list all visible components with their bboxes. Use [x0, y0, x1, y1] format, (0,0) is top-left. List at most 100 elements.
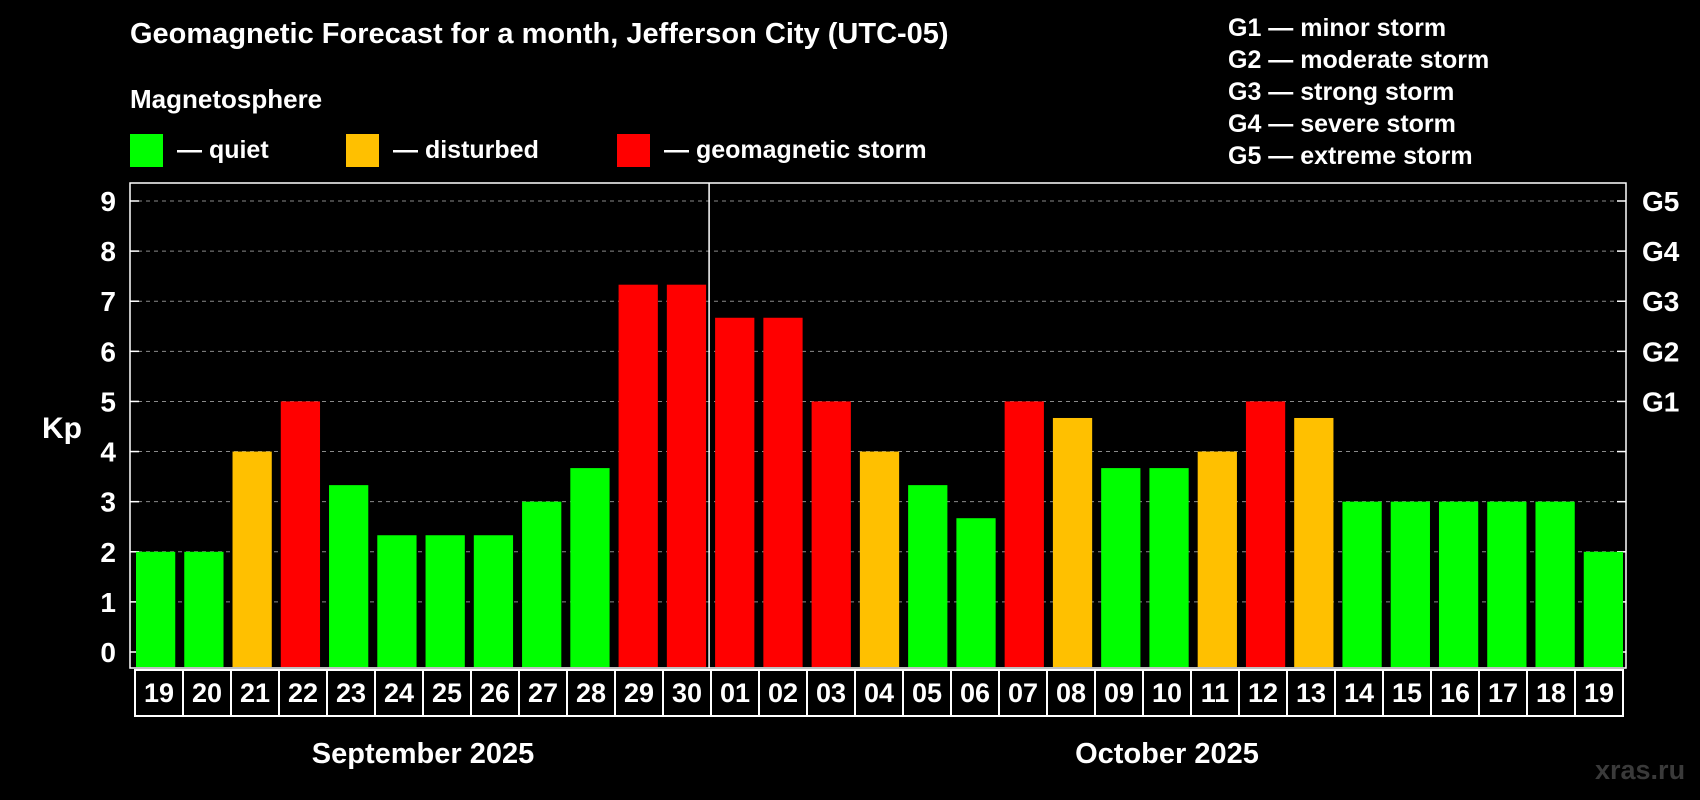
kp-bar: [1052, 417, 1093, 667]
kp-bar: [136, 551, 176, 667]
kp-bar: [666, 284, 707, 667]
day-label: 20: [192, 678, 222, 708]
storm-scale-g3: G3 — strong storm: [1228, 78, 1455, 106]
day-label: 18: [1536, 678, 1566, 708]
y-axis-title: Kp: [42, 412, 82, 445]
kp-bar: [618, 284, 658, 667]
storm-scale-g1: G1 — minor storm: [1228, 14, 1447, 42]
right-axis-label: G2: [1642, 336, 1679, 367]
day-label: 26: [480, 678, 510, 708]
right-axis-label: G1: [1642, 386, 1679, 417]
day-label: 25: [432, 678, 462, 708]
kp-bar: [377, 535, 417, 667]
y-tick-label: 8: [100, 236, 116, 267]
day-label: 06: [960, 678, 990, 708]
kp-bar: [522, 501, 562, 667]
day-label: 01: [720, 678, 750, 708]
kp-bar: [859, 451, 900, 667]
day-label: 19: [1584, 678, 1614, 708]
legend-storm: — geomagnetic storm: [617, 133, 927, 167]
right-axis-label: G3: [1642, 286, 1679, 317]
y-tick-label: 1: [100, 587, 116, 618]
kp-bar: [1390, 501, 1430, 667]
kp-bar: [1197, 451, 1237, 667]
kp-bar: [908, 485, 948, 667]
legend-storm-swatch: [617, 133, 650, 167]
kp-bar: [956, 518, 996, 667]
day-label: 23: [336, 678, 366, 708]
right-axis-label: G5: [1642, 186, 1679, 217]
kp-bar: [811, 401, 851, 667]
plot-frame: [129, 182, 1627, 669]
day-label: 16: [1440, 678, 1470, 708]
kp-bar: [1487, 501, 1527, 667]
y-tick-label: 6: [100, 336, 116, 367]
legend-quiet: — quiet: [130, 133, 269, 167]
day-label: 11: [1201, 678, 1230, 708]
legend-quiet-label: — quiet: [177, 135, 269, 164]
day-label: 13: [1296, 678, 1326, 708]
day-label: 08: [1056, 678, 1086, 708]
storm-scale-g4: G4 — severe storm: [1228, 110, 1456, 138]
kp-bar: [425, 535, 465, 667]
kp-bar: [763, 317, 803, 667]
legend-heading: Magnetosphere: [130, 84, 323, 114]
kp-bar: [1149, 468, 1189, 667]
day-label: 14: [1344, 678, 1374, 708]
day-label: 05: [912, 678, 942, 708]
month-label: September 2025: [312, 738, 534, 770]
month-label: October 2025: [1075, 738, 1259, 770]
day-label: 30: [672, 678, 702, 708]
day-label: 29: [624, 678, 654, 708]
day-label: 15: [1392, 678, 1422, 708]
y-tick-label: 9: [100, 186, 116, 217]
day-label: 17: [1488, 678, 1518, 708]
day-label: 28: [576, 678, 606, 708]
kp-bar: [1101, 468, 1141, 667]
chart-title: Geomagnetic Forecast for a month, Jeffer…: [130, 18, 949, 50]
storm-scale-list: G1 — minor storm G2 — moderate storm G3 …: [1228, 12, 1489, 172]
y-tick-label: 2: [100, 537, 116, 568]
kp-bar: [1294, 417, 1334, 667]
day-label: 27: [528, 678, 558, 708]
day-label: 07: [1008, 678, 1038, 708]
day-label: 03: [816, 678, 846, 708]
kp-bar: [1245, 401, 1286, 667]
legend-disturbed-label: — disturbed: [393, 135, 539, 164]
legend-disturbed: — disturbed: [346, 133, 539, 167]
day-label: 02: [768, 678, 798, 708]
y-tick-label: 5: [100, 386, 116, 417]
kp-bar: [715, 317, 755, 667]
day-label: 24: [384, 678, 414, 708]
day-label: 09: [1104, 678, 1134, 708]
day-label: 10: [1152, 678, 1182, 708]
legend-storm-label: — geomagnetic storm: [664, 135, 927, 164]
kp-bar: [1342, 501, 1382, 667]
day-label: 19: [144, 678, 174, 708]
storm-scale-g2: G2 — moderate storm: [1228, 46, 1490, 74]
kp-bar: [280, 401, 321, 667]
watermark: xras.ru: [1595, 755, 1686, 785]
y-tick-label: 0: [100, 637, 116, 668]
kp-bar: [184, 551, 224, 667]
day-axis-box: [134, 669, 1624, 717]
y-tick-label: 7: [100, 286, 116, 317]
kp-bar: [1438, 501, 1479, 667]
day-label: 04: [864, 678, 894, 708]
day-label: 12: [1248, 678, 1278, 708]
y-tick-label: 3: [100, 487, 116, 518]
legend-quiet-swatch: [130, 133, 163, 167]
kp-bar: [1583, 551, 1623, 667]
storm-scale-g5: G5 — extreme storm: [1228, 142, 1473, 170]
y-tick-label: 4: [100, 437, 116, 468]
right-axis-label: G4: [1642, 236, 1680, 267]
kp-bar: [232, 451, 272, 667]
kp-bar: [473, 535, 514, 667]
day-label: 21: [240, 678, 270, 708]
day-label: 22: [288, 678, 318, 708]
kp-bar: [329, 485, 369, 667]
legend-disturbed-swatch: [346, 133, 379, 167]
kp-bar: [1535, 501, 1575, 667]
kp-bar: [1004, 401, 1044, 667]
